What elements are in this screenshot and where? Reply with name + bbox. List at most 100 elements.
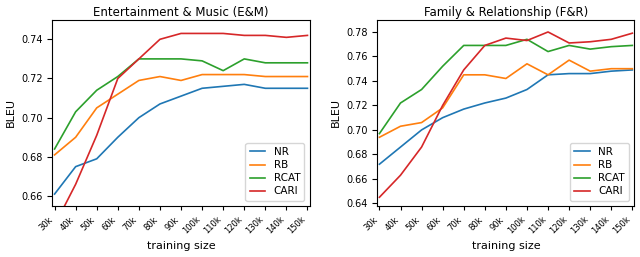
NR [628,68,636,71]
RB [282,75,290,78]
RCAT [72,110,79,113]
RCAT [544,50,552,53]
Line: RB: RB [380,60,632,137]
RB [114,93,122,96]
RB [523,62,531,65]
RCAT [114,75,122,78]
RCAT [376,132,383,135]
RB [607,67,615,70]
RCAT [220,69,227,72]
NR [241,83,248,86]
RCAT [439,65,447,68]
CARI [607,38,615,41]
NR [72,165,79,168]
Title: Entertainment & Music (E&M): Entertainment & Music (E&M) [93,6,269,19]
CARI [198,32,206,35]
NR [565,72,573,75]
NR [523,88,531,91]
RB [565,59,573,62]
RB [628,67,636,70]
Y-axis label: BLEU: BLEU [330,98,340,127]
CARI [523,39,531,42]
NR [481,102,489,105]
Line: RB: RB [54,75,307,155]
CARI [241,34,248,37]
RCAT [397,102,404,105]
CARI [544,30,552,33]
RB [220,73,227,76]
RCAT [177,57,185,60]
RCAT [241,57,248,60]
Legend: NR, RB, RCAT, CARI: NR, RB, RCAT, CARI [570,143,629,201]
CARI [376,196,383,199]
CARI [481,44,489,47]
RCAT [460,44,468,47]
RCAT [481,44,489,47]
NR [262,87,269,90]
CARI [565,41,573,44]
CARI [460,68,468,71]
NR [135,116,143,119]
RB [481,73,489,76]
CARI [114,77,122,80]
Line: CARI: CARI [54,33,307,225]
CARI [177,32,185,35]
RCAT [303,61,311,64]
RB [460,73,468,76]
NR [220,85,227,88]
NR [502,97,509,100]
RCAT [135,57,143,60]
RB [586,70,594,73]
RCAT [198,59,206,62]
RB [262,75,269,78]
RB [198,73,206,76]
RB [397,125,404,128]
RB [156,75,164,78]
RB [502,77,509,80]
RCAT [418,88,426,91]
RCAT [502,44,509,47]
RCAT [628,44,636,47]
Line: CARI: CARI [380,32,632,197]
Y-axis label: BLEU: BLEU [6,98,15,127]
CARI [282,36,290,39]
CARI [72,183,79,186]
RCAT [51,148,58,151]
RB [376,136,383,139]
CARI [439,104,447,107]
X-axis label: training size: training size [147,241,215,251]
RCAT [586,48,594,51]
NR [607,70,615,73]
RB [241,73,248,76]
RB [51,153,58,157]
CARI [220,32,227,35]
Line: RCAT: RCAT [54,59,307,149]
NR [303,87,311,90]
RB [439,106,447,109]
RB [544,73,552,76]
RB [177,79,185,82]
CARI [303,34,311,37]
CARI [418,145,426,149]
CARI [135,57,143,60]
CARI [586,40,594,43]
RCAT [282,61,290,64]
NR [586,72,594,75]
RCAT [93,89,100,92]
RCAT [523,38,531,41]
RB [418,121,426,124]
CARI [397,174,404,177]
RCAT [156,57,164,60]
NR [397,145,404,149]
CARI [502,36,509,40]
CARI [156,38,164,41]
RB [135,79,143,82]
CARI [51,224,58,227]
NR [51,192,58,196]
CARI [93,134,100,137]
RCAT [565,44,573,47]
RB [72,136,79,139]
CARI [262,34,269,37]
NR [418,128,426,132]
NR [93,157,100,160]
